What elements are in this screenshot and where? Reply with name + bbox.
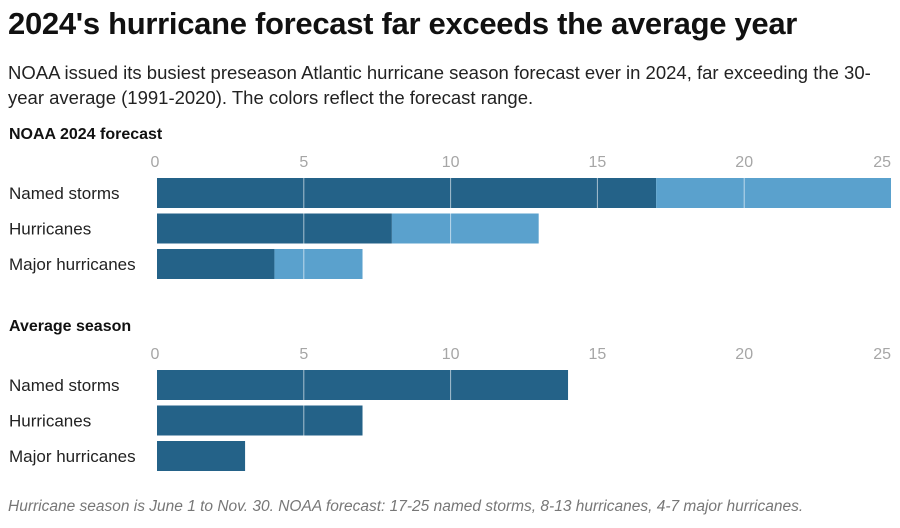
x-tick-label: 20 xyxy=(735,346,753,363)
x-tick-label: 25 xyxy=(873,346,891,363)
bar-named-storms-average xyxy=(157,370,569,400)
x-tick-label: 5 xyxy=(299,346,308,363)
x-tick-label: 25 xyxy=(873,154,891,171)
chart-title: 2024's hurricane forecast far exceeds th… xyxy=(8,6,798,41)
bar-hurricanes-forecast-low xyxy=(157,213,392,244)
bar-major-hurricanes-average xyxy=(157,441,246,471)
x-tick-label: 15 xyxy=(589,154,607,171)
category-label-major-hurricanes: Major hurricanes xyxy=(9,447,136,466)
x-tick-label: 0 xyxy=(151,346,160,363)
category-label-named-storms: Named storms xyxy=(9,184,120,203)
bar-hurricanes-forecast-range xyxy=(391,213,539,244)
x-tick-label: 20 xyxy=(735,154,753,171)
category-label-named-storms: Named storms xyxy=(9,376,120,395)
x-tick-label: 0 xyxy=(151,154,160,171)
panel-title-2: Average season xyxy=(9,318,131,335)
chart-subtitle: NOAA issued its busiest preseason Atlant… xyxy=(8,62,871,108)
bar-major-hurricanes-forecast-low xyxy=(157,249,275,279)
x-tick-label: 15 xyxy=(589,346,607,363)
x-tick-label: 5 xyxy=(299,154,308,171)
bar-hurricanes-average xyxy=(157,405,363,436)
bar-major-hurricanes-forecast-range xyxy=(274,249,363,279)
x-tick-label: 10 xyxy=(442,154,460,171)
panel-title-1: NOAA 2024 forecast xyxy=(9,126,163,143)
x-tick-label: 10 xyxy=(442,346,460,363)
chart-footnote: Hurricane season is June 1 to Nov. 30. N… xyxy=(8,498,804,515)
bar-named-storms-forecast-low xyxy=(157,178,657,208)
category-label-major-hurricanes: Major hurricanes xyxy=(9,255,136,274)
category-label-hurricanes: Hurricanes xyxy=(9,220,91,239)
category-label-hurricanes: Hurricanes xyxy=(9,412,91,431)
bar-named-storms-forecast-range xyxy=(656,178,891,208)
